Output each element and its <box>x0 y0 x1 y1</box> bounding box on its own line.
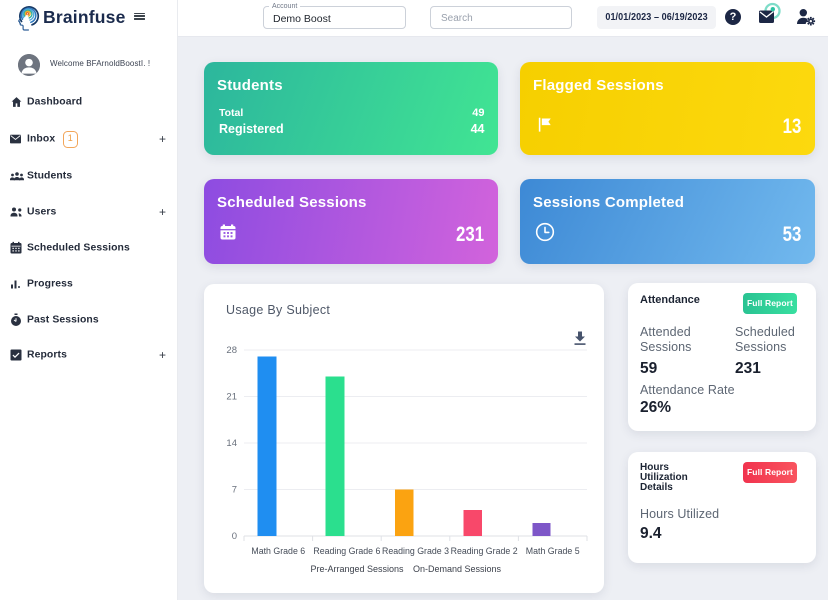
svg-text:Pre-Arranged Sessions: Pre-Arranged Sessions <box>310 564 404 574</box>
svg-text:0: 0 <box>232 531 237 542</box>
svg-text:28: 28 <box>226 345 237 356</box>
svg-text:On-Demand Sessions: On-Demand Sessions <box>413 564 502 574</box>
svg-text:Math Grade 5: Math Grade 5 <box>526 546 580 556</box>
svg-text:14: 14 <box>226 438 237 449</box>
svg-text:Reading Grade 2: Reading Grade 2 <box>451 546 518 556</box>
svg-text:Math Grade 6: Math Grade 6 <box>251 546 305 556</box>
svg-text:Usage By Subject: Usage By Subject <box>226 303 330 317</box>
svg-text:7: 7 <box>232 485 237 496</box>
svg-text:21: 21 <box>226 392 237 403</box>
svg-text:Reading Grade 3: Reading Grade 3 <box>382 546 449 556</box>
svg-text:Reading Grade 6: Reading Grade 6 <box>313 546 380 556</box>
